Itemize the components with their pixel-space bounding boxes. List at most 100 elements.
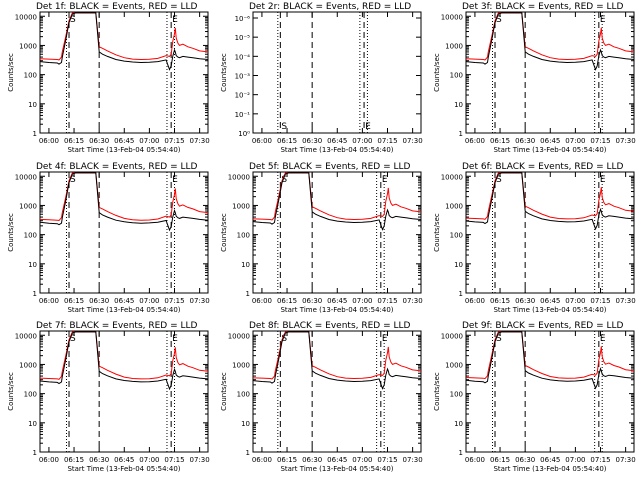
panel-title: Det 4f: BLACK = Events, RED = LLD <box>36 162 198 172</box>
end-marker-label: E <box>172 334 178 344</box>
y-tick-label: 1 <box>459 449 463 457</box>
end-marker-label: E <box>382 175 388 185</box>
lld-series-line <box>40 172 208 222</box>
y-axis-label: Counts/sec <box>7 53 15 92</box>
x-tick-label: 06:15 <box>490 137 510 145</box>
panel-3: Det 3f: BLACK = Events, RED = LLD 1 10 100 1… <box>433 2 636 154</box>
events-series-line <box>466 172 634 231</box>
x-tick-label: 06:00 <box>39 456 59 464</box>
x-tick-label: 07:30 <box>190 456 210 464</box>
x-tick-label: 07:30 <box>403 137 423 145</box>
lld-series-line <box>253 331 421 380</box>
x-tick-label: 06:15 <box>64 456 84 464</box>
events-series-line <box>466 331 634 390</box>
x-tick-label: 06:00 <box>465 297 485 305</box>
y-tick-label: 10000 <box>15 13 37 21</box>
x-axis-label: Start Time (13-Feb-04 05:54:40) <box>493 146 606 154</box>
x-tick-label: 07:15 <box>377 137 397 145</box>
y-tick-label: 1000 <box>445 202 463 210</box>
end-marker-label: E <box>600 15 606 25</box>
y-tick-label: 1000 <box>445 42 463 50</box>
y-axis-label: Counts/sec <box>7 372 15 411</box>
y-axis-label: Counts/sec <box>7 213 15 252</box>
y-tick-label: 100 <box>450 391 463 399</box>
x-tick-label: 07:00 <box>565 137 585 145</box>
x-tick-label: 06:30 <box>89 297 109 305</box>
y-tick-label: 1000 <box>19 202 37 210</box>
y-tick-label: 1000 <box>445 361 463 369</box>
x-tick-label: 06:45 <box>540 297 560 305</box>
x-tick-label: 06:30 <box>515 456 535 464</box>
x-tick-label: 06:45 <box>540 456 560 464</box>
y-tick-label: 100 <box>237 391 250 399</box>
y-tick-label: 10 <box>454 420 463 428</box>
y-tick-label: 10000 <box>441 13 463 21</box>
y-tick-label: 100 <box>450 232 463 240</box>
y-tick-label: 10 <box>241 261 250 269</box>
x-tick-label: 07:30 <box>190 137 210 145</box>
start-marker-label: S <box>496 175 502 185</box>
panel-title: Det 2r: BLACK = Events, RED = LLD <box>249 2 411 12</box>
x-tick-label: 07:15 <box>590 456 610 464</box>
x-tick-label: 07:30 <box>403 456 423 464</box>
x-tick-label: 06:30 <box>302 456 322 464</box>
start-marker-label: S <box>70 334 76 344</box>
end-marker-label: E <box>172 175 178 185</box>
x-tick-label: 06:00 <box>465 456 485 464</box>
plot-frame <box>465 171 635 294</box>
x-tick-label: 06:00 <box>465 137 485 145</box>
x-tick-label: 07:30 <box>616 456 636 464</box>
y-tick-label: 10⁻⁵ <box>235 34 251 42</box>
y-axis-label: Counts/sec <box>220 372 228 411</box>
start-marker-label: S <box>70 15 76 25</box>
panel-title: Det 3f: BLACK = Events, RED = LLD <box>462 2 624 12</box>
y-axis-label: Counts/sec <box>433 372 441 411</box>
x-tick-label: 06:45 <box>114 137 134 145</box>
lld-series-line <box>466 331 634 380</box>
start-marker-label: S <box>281 175 287 185</box>
x-axis-label: Start Time (13-Feb-04 05:54:40) <box>280 146 393 154</box>
panel-8: Det 8f: BLACK = Events, RED = LLD 1 10 100 1… <box>220 321 423 473</box>
end-marker-label: E <box>600 175 606 185</box>
y-tick-label: 1000 <box>19 361 37 369</box>
x-axis-label: Start Time (13-Feb-04 05:54:40) <box>67 465 180 473</box>
y-tick-label: 10⁻³ <box>235 73 251 81</box>
end-marker-label: E <box>172 15 178 25</box>
panel-title: Det 1f: BLACK = Events, RED = LLD <box>36 2 198 12</box>
x-tick-label: 07:00 <box>139 456 159 464</box>
x-tick-label: 07:00 <box>352 137 372 145</box>
plot-frame <box>39 11 209 134</box>
end-marker-label: E <box>365 122 371 132</box>
events-series-line <box>40 331 208 391</box>
x-tick-label: 06:30 <box>302 297 322 305</box>
y-axis-label: Counts/sec <box>220 213 228 252</box>
y-tick-label: 10000 <box>15 173 37 181</box>
y-tick-label: 1 <box>459 130 463 138</box>
panel-title: Det 8f: BLACK = Events, RED = LLD <box>249 321 411 331</box>
panel-9: Det 9f: BLACK = Events, RED = LLD 1 10 100 1… <box>433 321 636 473</box>
x-tick-label: 06:15 <box>490 456 510 464</box>
y-axis-label: Counts/sec <box>433 53 441 92</box>
plot-frame <box>39 330 209 453</box>
x-tick-label: 07:15 <box>164 137 184 145</box>
x-tick-label: 07:15 <box>164 456 184 464</box>
x-tick-label: 07:15 <box>164 297 184 305</box>
x-axis-label: Start Time (13-Feb-04 05:54:40) <box>280 306 393 314</box>
y-tick-label: 1000 <box>232 361 250 369</box>
start-marker-label: S <box>496 334 502 344</box>
y-tick-label: 10⁻⁴ <box>235 53 251 61</box>
events-series-line <box>40 12 208 71</box>
x-tick-label: 07:15 <box>590 297 610 305</box>
y-tick-label: 100 <box>450 72 463 80</box>
x-tick-label: 06:00 <box>252 297 272 305</box>
x-tick-label: 06:15 <box>64 297 84 305</box>
y-tick-label: 100 <box>24 232 37 240</box>
y-tick-label: 1 <box>246 290 250 298</box>
panel-title: Det 6f: BLACK = Events, RED = LLD <box>462 162 624 172</box>
x-tick-label: 07:00 <box>565 456 585 464</box>
y-tick-label: 10 <box>28 101 37 109</box>
x-tick-label: 06:30 <box>89 137 109 145</box>
lld-series-line <box>466 12 634 61</box>
y-tick-label: 1 <box>33 130 37 138</box>
